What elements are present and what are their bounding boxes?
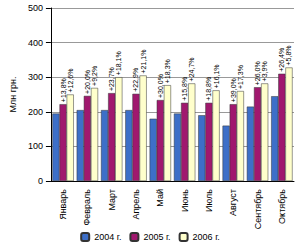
svg-text:+18,8%: +18,8% [205,77,212,101]
svg-text:+13,8%: +13,8% [60,78,67,102]
svg-text:100: 100 [28,141,43,151]
svg-text:+22,9%: +22,9% [132,68,139,92]
svg-text:+18,1%: +18,1% [115,51,122,75]
svg-text:+9,2%: +9,2% [91,66,98,86]
svg-text:+26,4%: +26,4% [278,48,285,72]
svg-text:0: 0 [38,176,43,186]
svg-text:Август: Август [228,189,238,216]
svg-text:Февраль: Февраль [82,189,92,226]
svg-text:+16,1%: +16,1% [213,64,220,88]
svg-text:2004 г.: 2004 г. [94,232,121,242]
svg-text:2006 г.: 2006 г. [193,232,220,242]
svg-text:+26,0%: +26,0% [254,61,261,85]
svg-text:Март: Март [107,189,117,211]
svg-text:400: 400 [28,38,43,48]
svg-text:Апрель: Апрель [131,189,141,220]
svg-text:Октябрь: Октябрь [277,189,287,224]
svg-text:Млн грн.: Млн грн. [8,77,18,113]
svg-text:+18,3%: +18,3% [164,59,171,83]
svg-text:200: 200 [28,107,43,117]
svg-text:+5,8%: +5,8% [285,45,292,65]
svg-text:500: 500 [28,3,43,13]
svg-text:Май: Май [155,189,165,207]
svg-text:+30,0%: +30,0% [157,74,164,98]
svg-text:Сентябрь: Сентябрь [253,189,263,230]
svg-text:+23,7%: +23,7% [108,67,115,91]
svg-text:+15,8%: +15,8% [181,77,188,101]
svg-text:2005 г.: 2005 г. [143,232,170,242]
svg-text:300: 300 [28,72,43,82]
svg-text:+17,3%: +17,3% [237,65,244,89]
svg-text:Июль: Июль [204,189,214,212]
svg-text:+24,7%: +24,7% [188,57,195,81]
svg-text:Январь: Январь [58,189,68,220]
svg-text:+20,0%: +20,0% [84,70,91,94]
svg-text:+39,0%: +39,0% [230,78,237,102]
svg-text:+3,9%: +3,9% [261,61,268,81]
svg-text:+21,1%: +21,1% [140,50,147,74]
svg-text:Июнь: Июнь [180,189,190,212]
svg-text:+12,6%: +12,6% [67,69,74,93]
